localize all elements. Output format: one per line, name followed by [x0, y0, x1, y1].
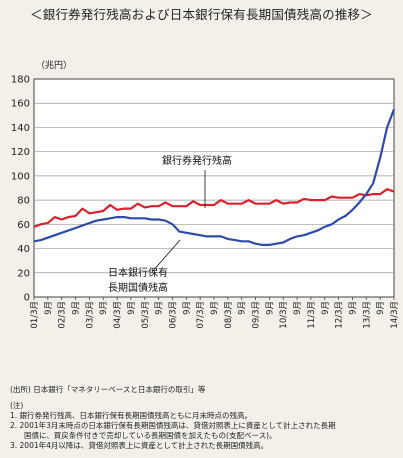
series-line-banknotes — [33, 188, 395, 228]
x-tick-label: 9月 — [293, 301, 303, 315]
notes-block: (出所) 日本銀行「マネタリーベースと日本銀行の取引」等 (注) 1. 銀行券発… — [10, 385, 398, 451]
x-tick-label: 12/3月 — [335, 301, 345, 329]
y-tick-label: 120 — [11, 147, 30, 158]
x-tick-label: 9月 — [210, 301, 220, 315]
x-tick-label: 9月 — [72, 301, 82, 315]
y-tick-label: 180 — [11, 75, 30, 86]
x-tick-label: 08/3月 — [224, 301, 234, 329]
series-line-jgb — [33, 108, 396, 246]
note-2: 2. 2001年3月末時点の日本銀行保有長期国債残高は、貸借対照表上に資産として… — [10, 421, 336, 430]
note-1: 1. 銀行券発行残高、日本銀行保有長期国債残高ともに月末時点の残高。 — [10, 411, 253, 420]
y-tick-label: 20 — [17, 268, 30, 279]
x-tick-label: 06/3月 — [168, 301, 178, 329]
x-tick-label: 09/3月 — [252, 301, 262, 329]
notes-header: (注) — [10, 401, 24, 410]
x-tick-label: 07/3月 — [196, 301, 206, 329]
x-tick-label: 9月 — [127, 301, 137, 315]
series-layer — [33, 108, 396, 246]
x-tick-label: 9月 — [348, 301, 358, 315]
x-tick-label: 02/3月 — [58, 301, 68, 329]
x-tick-label: 11/3月 — [307, 301, 317, 329]
x-tick-label: 03/3月 — [85, 301, 95, 329]
note-2-cont: 国債に、買戻条件付きで売却している長期国債を加えたもの(支配ベース)。 — [24, 431, 277, 440]
grid-layer — [33, 78, 395, 298]
x-tick-label: 9月 — [265, 301, 275, 315]
annotation-jgb: 日本銀行保有 — [108, 266, 168, 279]
x-tick-label: 9月 — [99, 301, 109, 315]
annotation-jgb: 長期国債残高 — [108, 281, 168, 294]
y-tick-label: 40 — [17, 244, 30, 255]
x-tick-label: 13/3月 — [362, 301, 372, 329]
x-tick-label: 9月 — [238, 301, 248, 315]
chart-title: ＜銀行券発行残高および日本銀行保有長期国債残高の推移＞ — [30, 7, 373, 22]
leader-line-jgb — [151, 239, 181, 273]
plot-frame — [33, 78, 395, 298]
x-tick-label: 01/3月 — [30, 301, 40, 329]
x-tick-label: 9月 — [44, 301, 54, 315]
x-tick-label: 10/3月 — [279, 301, 289, 329]
x-tick-label: 04/3月 — [113, 301, 123, 329]
source-note: (出所) 日本銀行「マネタリーベースと日本銀行の取引」等 — [10, 385, 206, 394]
x-tick-label: 9月 — [182, 301, 192, 315]
x-tick-label: 9月 — [155, 301, 165, 315]
y-tick-label: 100 — [11, 171, 30, 182]
note-3: 3. 2001年4月以降は、貸借対照表上に資産として計上された長期国債残高。 — [10, 441, 269, 450]
x-tick-label: 05/3月 — [141, 301, 151, 329]
y-tick-label: 60 — [17, 220, 30, 231]
y-tick-label: 160 — [11, 99, 30, 110]
x-tick-label: 9月 — [321, 301, 331, 315]
y-tick-label: 80 — [17, 196, 30, 207]
x-tick-label: 9月 — [376, 301, 386, 315]
annotation-banknotes: 銀行券発行残高 — [162, 154, 232, 167]
x-tick-label: 14/3月 — [390, 301, 400, 329]
y-unit-label: （兆円） — [36, 60, 72, 71]
y-tick-label: 140 — [11, 123, 30, 134]
y-tick-label: 0 — [24, 293, 30, 304]
